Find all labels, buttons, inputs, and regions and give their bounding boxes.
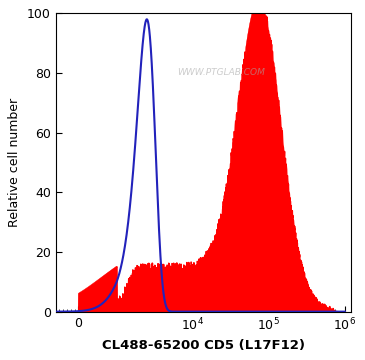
X-axis label: CL488-65200 CD5 (L17F12): CL488-65200 CD5 (L17F12) (102, 339, 305, 352)
Text: WWW.PTGLAB.COM: WWW.PTGLAB.COM (177, 68, 265, 77)
Y-axis label: Relative cell number: Relative cell number (8, 98, 21, 227)
